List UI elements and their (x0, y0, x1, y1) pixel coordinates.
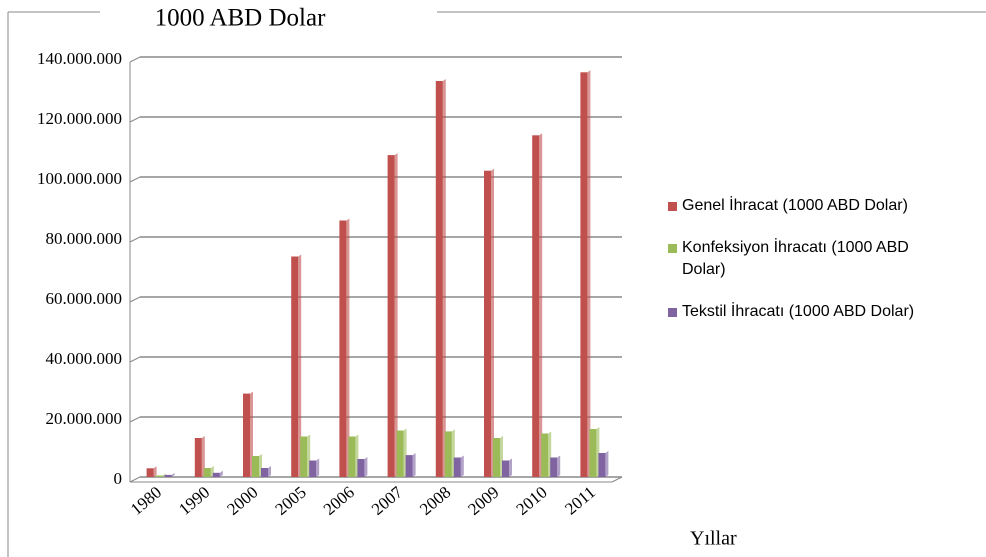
bar-side (587, 70, 591, 478)
y-tick-label: 140.000.000 (37, 49, 122, 68)
bar (541, 433, 549, 477)
x-tick-label: 2007 (368, 482, 407, 519)
chart-title: 1000 ABD Dolar (155, 5, 327, 32)
legend-label: Konfeksiyon İhracatı (1000 ABD Dolar) (682, 239, 909, 278)
bar-side (162, 473, 166, 477)
legend-swatch (668, 202, 677, 211)
bar-side (539, 133, 543, 478)
bar-side (394, 153, 398, 477)
bar-side (316, 458, 320, 477)
grid-side (129, 416, 141, 423)
x-tick-label: 2008 (416, 483, 454, 519)
x-axis-label: Yıllar (690, 528, 737, 550)
bar (444, 431, 452, 477)
bar-side (153, 466, 157, 477)
bar (435, 81, 443, 477)
bar (502, 460, 509, 477)
legend-label: Genel İhracat (1000 ABD Dolar) (682, 197, 908, 214)
bar (194, 438, 202, 477)
grid-side (129, 296, 141, 303)
x-tick-label: 1990 (175, 483, 213, 519)
bar-side (442, 79, 446, 477)
x-tick-label: 2005 (272, 483, 310, 519)
y-tick-label: 80.000.000 (46, 229, 123, 248)
bar (580, 72, 588, 478)
bar (405, 455, 413, 477)
y-tick-label: 0 (114, 469, 123, 488)
bar (387, 155, 395, 477)
y-tick-label: 60.000.000 (46, 289, 123, 308)
bar-side (250, 391, 253, 477)
bar-side (491, 168, 494, 477)
x-tick-label: 2010 (513, 483, 551, 519)
bar (146, 468, 154, 477)
bar (348, 436, 356, 477)
x-tick-label: 2000 (223, 483, 261, 519)
bar-side (605, 451, 609, 477)
floor-edge (611, 476, 623, 483)
bar (300, 436, 308, 477)
y-tick-label: 20.000.000 (46, 409, 123, 428)
bar (357, 459, 365, 477)
bar (261, 468, 268, 477)
x-tick-label: 2011 (561, 483, 599, 519)
bar-side (412, 453, 416, 477)
bar-side (346, 218, 350, 477)
bar (493, 438, 500, 477)
legend-item: Konfeksiyon İhracatı (1000 ABD Dolar) (668, 237, 968, 281)
bar (598, 453, 606, 477)
bar (164, 474, 172, 477)
grid-side (129, 236, 141, 243)
legend-item: Tekstil İhracatı (1000 ABD Dolar) (668, 301, 968, 323)
bar (252, 456, 259, 477)
legend: Genel İhracat (1000 ABD Dolar) Konfeksiyo… (668, 195, 968, 343)
y-tick-label: 100.000.000 (37, 169, 122, 188)
bar-side (298, 254, 302, 477)
legend-label: Tekstil İhracatı (1000 ABD Dolar) (682, 303, 915, 320)
x-tick-label: 2009 (464, 483, 502, 519)
bar (396, 430, 404, 477)
bar (532, 135, 540, 478)
bar-side (557, 455, 561, 477)
bar-side (268, 466, 271, 477)
bar-side (509, 458, 512, 477)
x-tick-label: 2006 (320, 483, 358, 519)
bar-side (460, 455, 464, 477)
bar (309, 460, 317, 477)
bar (203, 468, 211, 477)
x-tick-label: 1980 (127, 483, 165, 519)
grid-side (129, 176, 141, 183)
bar (243, 393, 250, 477)
legend-swatch (668, 244, 677, 253)
bar (291, 256, 299, 477)
grid-side (129, 116, 141, 123)
grid-side (129, 356, 141, 363)
y-tick-label: 40.000.000 (46, 349, 123, 368)
bar-side (364, 457, 368, 477)
grid-side (129, 476, 141, 483)
bar (453, 457, 461, 477)
grid-side (129, 56, 141, 63)
legend-swatch (668, 308, 677, 317)
bar (589, 429, 597, 477)
bar-side (171, 472, 175, 477)
y-tick-label: 120.000.000 (37, 109, 122, 128)
bar (155, 475, 163, 477)
bar-side (219, 470, 223, 477)
bar (339, 220, 347, 477)
bar (212, 472, 220, 477)
bar (484, 170, 491, 477)
legend-item: Genel İhracat (1000 ABD Dolar) (668, 195, 968, 217)
bar-side (201, 436, 205, 477)
bar (550, 457, 558, 477)
